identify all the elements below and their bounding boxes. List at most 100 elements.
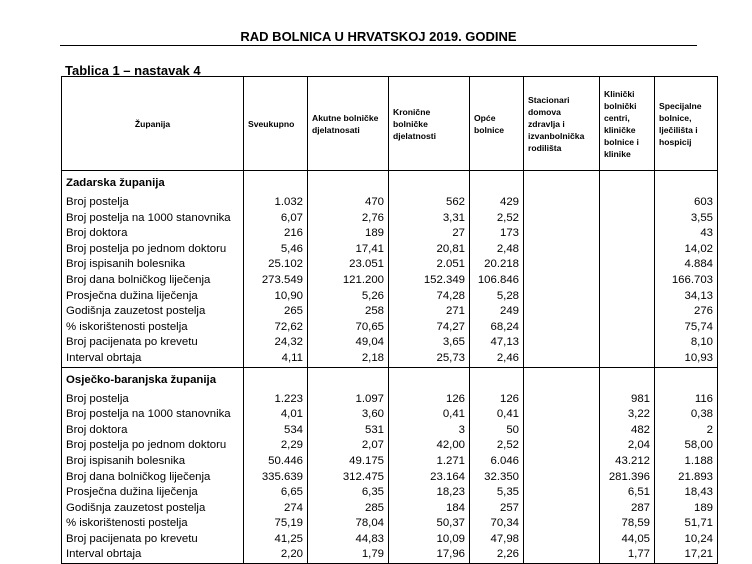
value-cell: 47,98 xyxy=(469,531,524,548)
column-header-specijalne: Specijalne bolnice, lječilišta i hospici… xyxy=(654,76,718,171)
value-cell: 6,35 xyxy=(307,485,389,501)
row-label: Broj postelja po jednom doktoru xyxy=(61,241,244,258)
value-cell: 34,13 xyxy=(654,288,718,305)
row-label: Broj dana bolničkog liječenja xyxy=(61,272,244,289)
row-label: Godišnja zauzetost postelja xyxy=(61,304,244,320)
value-cell xyxy=(599,319,655,336)
value-cell xyxy=(523,391,600,408)
value-cell xyxy=(523,500,600,517)
value-cell xyxy=(523,350,600,368)
value-cell: 981 xyxy=(599,391,655,408)
row-label: Broj doktora xyxy=(61,226,244,242)
value-cell: 44,83 xyxy=(307,531,389,548)
value-cell: 6.046 xyxy=(469,453,524,470)
value-cell: 216 xyxy=(243,226,308,242)
row-label: Broj postelja na 1000 stanovnika xyxy=(61,210,244,227)
value-cell: 258 xyxy=(307,304,389,320)
value-cell: 2,26 xyxy=(469,547,524,564)
value-cell: 273.549 xyxy=(243,272,308,289)
value-cell: 312.475 xyxy=(307,469,389,486)
value-cell xyxy=(523,335,600,351)
empty-cell xyxy=(243,170,308,195)
row-label: Prosječna dužina liječenja xyxy=(61,288,244,305)
row-label: Godišnja zauzetost postelja xyxy=(61,500,244,517)
value-cell: 173 xyxy=(469,226,524,242)
value-cell: 3,60 xyxy=(307,407,389,423)
value-cell: 2,76 xyxy=(307,210,389,227)
row-label: Broj dana bolničkog liječenja xyxy=(61,469,244,486)
value-cell xyxy=(523,438,600,454)
value-cell: 49.175 xyxy=(307,453,389,470)
value-cell: 10,90 xyxy=(243,288,308,305)
value-cell: 4,11 xyxy=(243,350,308,368)
value-cell: 1.188 xyxy=(654,453,718,470)
value-cell: 5,46 xyxy=(243,241,308,258)
table-caption: Tablica 1 – nastavak 4 xyxy=(65,63,201,78)
value-cell: 10,09 xyxy=(388,531,470,548)
column-header-akutne: Akutne bolničke djelatnosati xyxy=(307,76,389,171)
header-row: Županija Sveukupno Akutne bolničke djela… xyxy=(61,76,718,171)
table-row: Broj ispisanih bolesnika 25.102 23.051 2.05… xyxy=(61,257,718,273)
value-cell xyxy=(599,272,655,289)
value-cell: 184 xyxy=(388,500,470,517)
value-cell: 1.223 xyxy=(243,391,308,408)
value-cell: 0,38 xyxy=(654,407,718,423)
document-title: RAD BOLNICA U HRVATSKOJ 2019. GODINE xyxy=(240,29,517,44)
empty-cell xyxy=(523,170,600,195)
value-cell: 271 xyxy=(388,304,470,320)
table-row: Broj ispisanih bolesnika 50.446 49.175 1.27… xyxy=(61,453,718,470)
column-header-opce: Opće bolnice xyxy=(469,76,524,171)
empty-cell xyxy=(599,170,655,195)
table-row: Godišnja zauzetost postelja 265 258 271 249 2… xyxy=(61,304,718,320)
value-cell xyxy=(523,272,600,289)
column-header-kronicne: Kronične bolničke djelatnosti xyxy=(388,76,470,171)
table-row: Broj doktora 216 189 27 173 43 xyxy=(61,226,718,242)
value-cell: 50,37 xyxy=(388,516,470,532)
value-cell: 274 xyxy=(243,500,308,517)
value-cell: 20.218 xyxy=(469,257,524,273)
value-cell: 2,18 xyxy=(307,350,389,368)
value-cell: 70,34 xyxy=(469,516,524,532)
value-cell: 50.446 xyxy=(243,453,308,470)
value-cell: 17,96 xyxy=(388,547,470,564)
value-cell: 18,43 xyxy=(654,485,718,501)
value-cell: 43 xyxy=(654,226,718,242)
value-cell: 41,25 xyxy=(243,531,308,548)
value-cell: 0,41 xyxy=(388,407,470,423)
value-cell xyxy=(523,407,600,423)
value-cell: 257 xyxy=(469,500,524,517)
value-cell: 18,23 xyxy=(388,485,470,501)
value-cell: 5,26 xyxy=(307,288,389,305)
section-header-row: Osječko-baranjska županija xyxy=(61,366,718,392)
value-cell: 6,07 xyxy=(243,210,308,227)
empty-cell xyxy=(307,170,389,195)
value-cell: 3,55 xyxy=(654,210,718,227)
value-cell: 285 xyxy=(307,500,389,517)
value-cell: 43.212 xyxy=(599,453,655,470)
empty-cell xyxy=(654,366,718,392)
row-label: Interval obrtaja xyxy=(61,547,244,564)
row-label: Broj postelja na 1000 stanovnika xyxy=(61,407,244,423)
value-cell: 116 xyxy=(654,391,718,408)
value-cell: 249 xyxy=(469,304,524,320)
table-row: Broj postelja 1.032 470 562 429 603 xyxy=(61,195,718,211)
value-cell: 3 xyxy=(388,422,470,439)
value-cell: 32.350 xyxy=(469,469,524,486)
table-row: Prosječna dužina liječenja 6,65 6,35 18,23 5… xyxy=(61,485,718,501)
value-cell xyxy=(523,241,600,258)
value-cell: 2 xyxy=(654,422,718,439)
table-row: Broj dana bolničkog liječenja 335.639 312.… xyxy=(61,469,718,486)
value-cell: 287 xyxy=(599,500,655,517)
value-cell: 2.051 xyxy=(388,257,470,273)
value-cell: 3,65 xyxy=(388,335,470,351)
value-cell: 25,73 xyxy=(388,350,470,368)
table-row: Interval obrtaja 2,20 1,79 17,96 2,26 1,77 17,… xyxy=(61,547,718,564)
column-header-stacionari: Stacionari domova zdravlja i izvanbolnič… xyxy=(523,76,600,171)
table-row: Interval obrtaja 4,11 2,18 25,73 2,46 10,93 xyxy=(61,350,718,368)
value-cell: 25.102 xyxy=(243,257,308,273)
row-label: % iskorištenosti postelja xyxy=(61,516,244,532)
value-cell: 49,04 xyxy=(307,335,389,351)
value-cell xyxy=(523,319,600,336)
empty-cell xyxy=(388,366,470,392)
column-header-klinicki: Klinički bolnički centri, kliničke bolni… xyxy=(599,76,655,171)
